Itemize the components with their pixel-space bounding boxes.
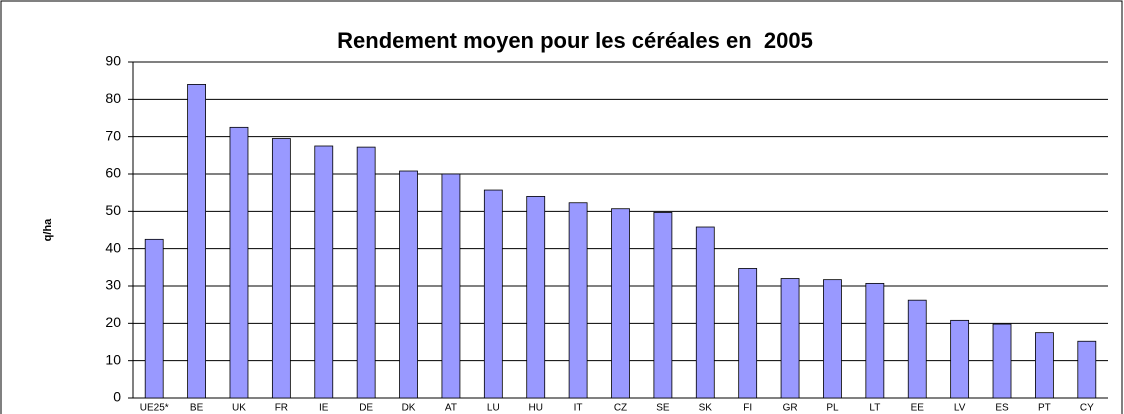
x-tick-label: LU bbox=[487, 403, 500, 414]
x-tick-label: SE bbox=[656, 403, 670, 414]
x-tick-label: HU bbox=[528, 403, 542, 414]
bar bbox=[271, 138, 291, 399]
x-tick-label: UK bbox=[232, 403, 246, 414]
bar bbox=[992, 323, 1012, 399]
bar bbox=[187, 84, 206, 399]
x-tick-label: GR bbox=[783, 403, 798, 414]
chart-title: Rendement moyen pour les céréales en 200… bbox=[337, 28, 813, 53]
bar bbox=[695, 226, 715, 399]
bar bbox=[314, 145, 334, 399]
bar bbox=[907, 299, 927, 399]
x-tick-label: EE bbox=[911, 403, 925, 414]
y-tick-label: 30 bbox=[105, 277, 121, 293]
x-tick-label: LT bbox=[869, 403, 880, 414]
x-tick-label: CZ bbox=[614, 403, 627, 414]
x-tick-label: CY bbox=[1080, 403, 1094, 414]
bar bbox=[1035, 332, 1054, 399]
x-tick-label: LV bbox=[954, 403, 966, 414]
x-tick-label: IE bbox=[319, 403, 329, 414]
bar bbox=[441, 173, 461, 399]
y-tick-label: 60 bbox=[105, 165, 121, 181]
x-tick-label: ES bbox=[995, 403, 1009, 414]
x-tick-label: PT bbox=[1038, 403, 1051, 414]
x-tick-label: FI bbox=[743, 403, 752, 414]
bar bbox=[229, 126, 249, 399]
y-tick-label: 20 bbox=[105, 314, 121, 330]
bar bbox=[950, 319, 970, 399]
y-tick-label: 40 bbox=[105, 239, 121, 255]
bar bbox=[738, 268, 758, 399]
y-axis-label: q/ha bbox=[42, 218, 54, 241]
bar bbox=[823, 279, 842, 399]
bar bbox=[653, 212, 673, 399]
y-tick-label: 70 bbox=[105, 127, 121, 143]
y-tick-label: 80 bbox=[105, 90, 121, 106]
bar bbox=[1077, 340, 1097, 399]
y-tick-label: 10 bbox=[105, 351, 121, 367]
y-tick-label: 90 bbox=[105, 53, 121, 69]
bar bbox=[865, 282, 885, 399]
x-tick-label: AT bbox=[445, 403, 457, 414]
x-tick-label: UE25* bbox=[140, 403, 169, 414]
x-tick-label: BE bbox=[190, 403, 204, 414]
x-tick-label: FR bbox=[275, 403, 288, 414]
bar bbox=[568, 202, 588, 399]
bar bbox=[144, 238, 164, 399]
bar bbox=[356, 146, 376, 399]
x-tick-label: DK bbox=[402, 403, 416, 414]
y-tick-label: 50 bbox=[105, 202, 121, 218]
bar bbox=[483, 189, 503, 399]
bar bbox=[611, 208, 630, 399]
bar bbox=[399, 170, 418, 399]
bar bbox=[780, 278, 800, 399]
bar bbox=[526, 195, 546, 399]
x-tick-label: IT bbox=[574, 403, 583, 414]
x-tick-label: PL bbox=[826, 403, 839, 414]
x-tick-label: DE bbox=[359, 403, 373, 414]
y-tick-label: 0 bbox=[113, 389, 121, 405]
x-tick-label: SK bbox=[699, 403, 713, 414]
